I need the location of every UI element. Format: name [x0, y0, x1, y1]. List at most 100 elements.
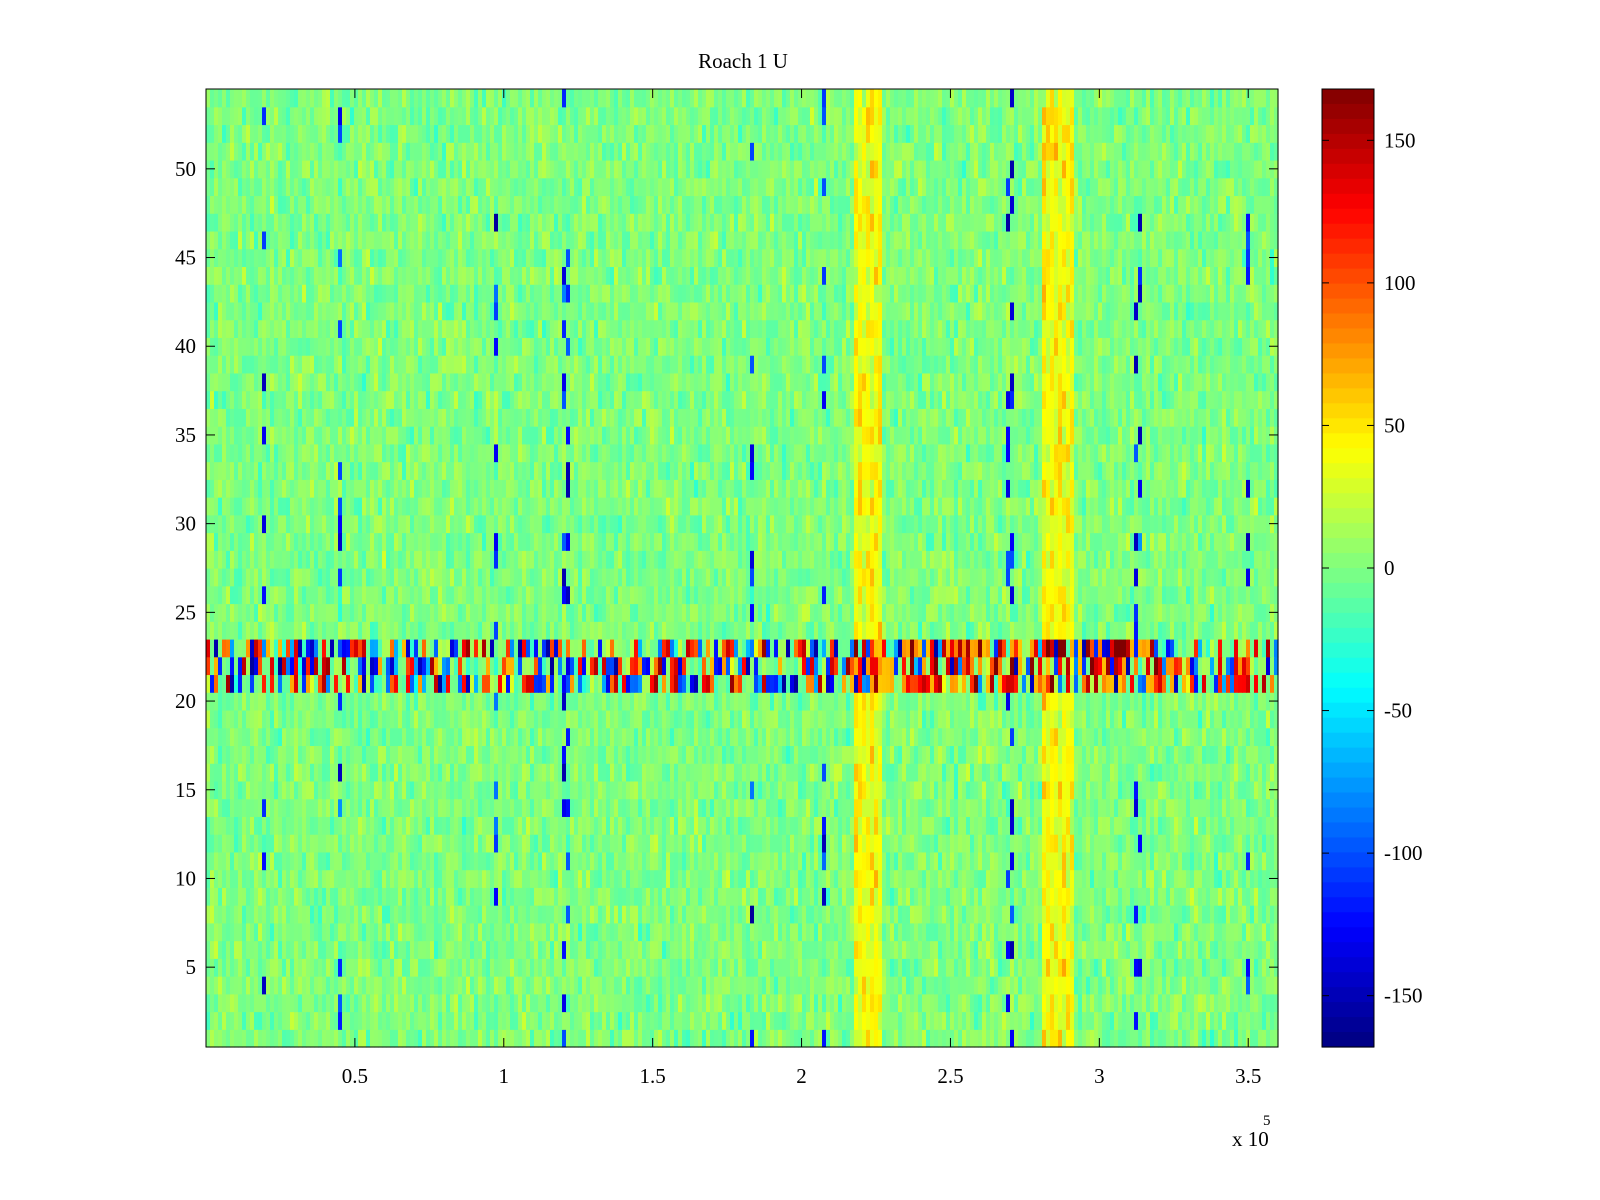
heatmap-cell [498, 940, 503, 959]
heatmap-cell [642, 851, 647, 871]
heatmap-cell [278, 869, 283, 888]
heatmap-cell [1030, 1011, 1035, 1030]
heatmap-cell [1110, 798, 1115, 817]
heatmap-cell [1022, 798, 1027, 817]
heatmap-cell [626, 905, 631, 924]
heatmap-cell [770, 922, 775, 942]
heatmap-cell [774, 780, 779, 800]
heatmap-cell [402, 851, 407, 871]
heatmap-cell [286, 1011, 291, 1030]
heatmap-cell [726, 798, 731, 817]
heatmap-cell [754, 887, 759, 906]
heatmap-cell [1202, 727, 1207, 747]
heatmap-cell [690, 940, 695, 959]
heatmap-cell [794, 709, 799, 729]
heatmap-cell [374, 1011, 379, 1030]
heatmap-cell [758, 727, 763, 747]
heatmap-cell [1262, 905, 1267, 924]
heatmap-cell [278, 745, 283, 764]
heatmap-cell [1226, 940, 1231, 959]
heatmap-cell [1238, 851, 1243, 871]
heatmap-cell [910, 976, 915, 995]
heatmap-cell [670, 745, 675, 764]
heatmap-cell [838, 993, 843, 1013]
heatmap-cell [398, 869, 403, 888]
heatmap-cell [682, 993, 687, 1013]
heatmap-cell [938, 887, 943, 906]
heatmap-cell [1050, 905, 1055, 924]
heatmap-cell [354, 816, 359, 835]
heatmap-cell [442, 816, 447, 835]
heatmap-cell [954, 958, 959, 977]
heatmap-cell [350, 1011, 355, 1030]
heatmap-cell [966, 869, 971, 888]
heatmap-cell [426, 976, 431, 995]
heatmap-cell [614, 905, 619, 924]
heatmap-cell [750, 940, 755, 959]
heatmap-cell [286, 869, 291, 888]
heatmap-cell [210, 1011, 215, 1030]
heatmap-cell [470, 727, 475, 747]
heatmap-cell [858, 709, 863, 729]
heatmap-cell [418, 1011, 423, 1030]
heatmap-cell [1246, 940, 1251, 959]
heatmap-cell [914, 816, 919, 835]
heatmap-cell [978, 851, 983, 871]
heatmap-cell [554, 727, 559, 747]
heatmap-cell [1138, 798, 1143, 817]
heatmap-cell [1162, 976, 1167, 995]
heatmap-cell [714, 1029, 719, 1048]
heatmap-cell [1118, 851, 1123, 871]
heatmap-cell [366, 958, 371, 977]
heatmap-cell [946, 1011, 951, 1030]
heatmap-cell [1226, 993, 1231, 1013]
heatmap-cell [622, 905, 627, 924]
heatmap-cell [938, 851, 943, 871]
heatmap-cell [338, 905, 343, 924]
heatmap-cell [282, 834, 287, 853]
heatmap-cell [1042, 958, 1047, 977]
heatmap-cell [662, 905, 667, 924]
heatmap-cell [1134, 976, 1139, 995]
heatmap-cell [810, 905, 815, 924]
heatmap-cell [286, 780, 291, 800]
heatmap-cell [678, 709, 683, 729]
heatmap-cell [1186, 763, 1191, 782]
heatmap-cell [678, 922, 683, 942]
heatmap-cell [758, 851, 763, 871]
heatmap-cell [950, 976, 955, 995]
heatmap-cell [874, 1029, 879, 1048]
heatmap-cell [458, 976, 463, 995]
heatmap-cell [414, 709, 419, 729]
heatmap-cell [482, 745, 487, 764]
heatmap-cell [950, 834, 955, 853]
heatmap-cell [1050, 922, 1055, 942]
heatmap-cell [1246, 834, 1251, 853]
heatmap-cell [602, 745, 607, 764]
heatmap-cell [662, 922, 667, 942]
heatmap-cell [342, 1011, 347, 1030]
heatmap-cell [986, 816, 991, 835]
heatmap-cell [606, 745, 611, 764]
heatmap-cell [662, 780, 667, 800]
heatmap-cell [526, 940, 531, 959]
heatmap-cell [294, 851, 299, 871]
heatmap-cell [482, 940, 487, 959]
heatmap-cell [378, 905, 383, 924]
heatmap-cell [1214, 745, 1219, 764]
heatmap-cell [394, 780, 399, 800]
heatmap-cell [894, 780, 899, 800]
heatmap-cell [1022, 905, 1027, 924]
heatmap-cell [370, 709, 375, 729]
heatmap-cell [622, 993, 627, 1013]
heatmap-cell [342, 922, 347, 942]
heatmap-cell [882, 993, 887, 1013]
heatmap-cell [950, 940, 955, 959]
heatmap-cell [1134, 1029, 1139, 1048]
heatmap-cell [738, 1011, 743, 1030]
heatmap-cell [922, 798, 927, 817]
heatmap-cell [490, 905, 495, 924]
heatmap-cell [1174, 727, 1179, 747]
heatmap-cell [594, 940, 599, 959]
heatmap-cell [270, 763, 275, 782]
